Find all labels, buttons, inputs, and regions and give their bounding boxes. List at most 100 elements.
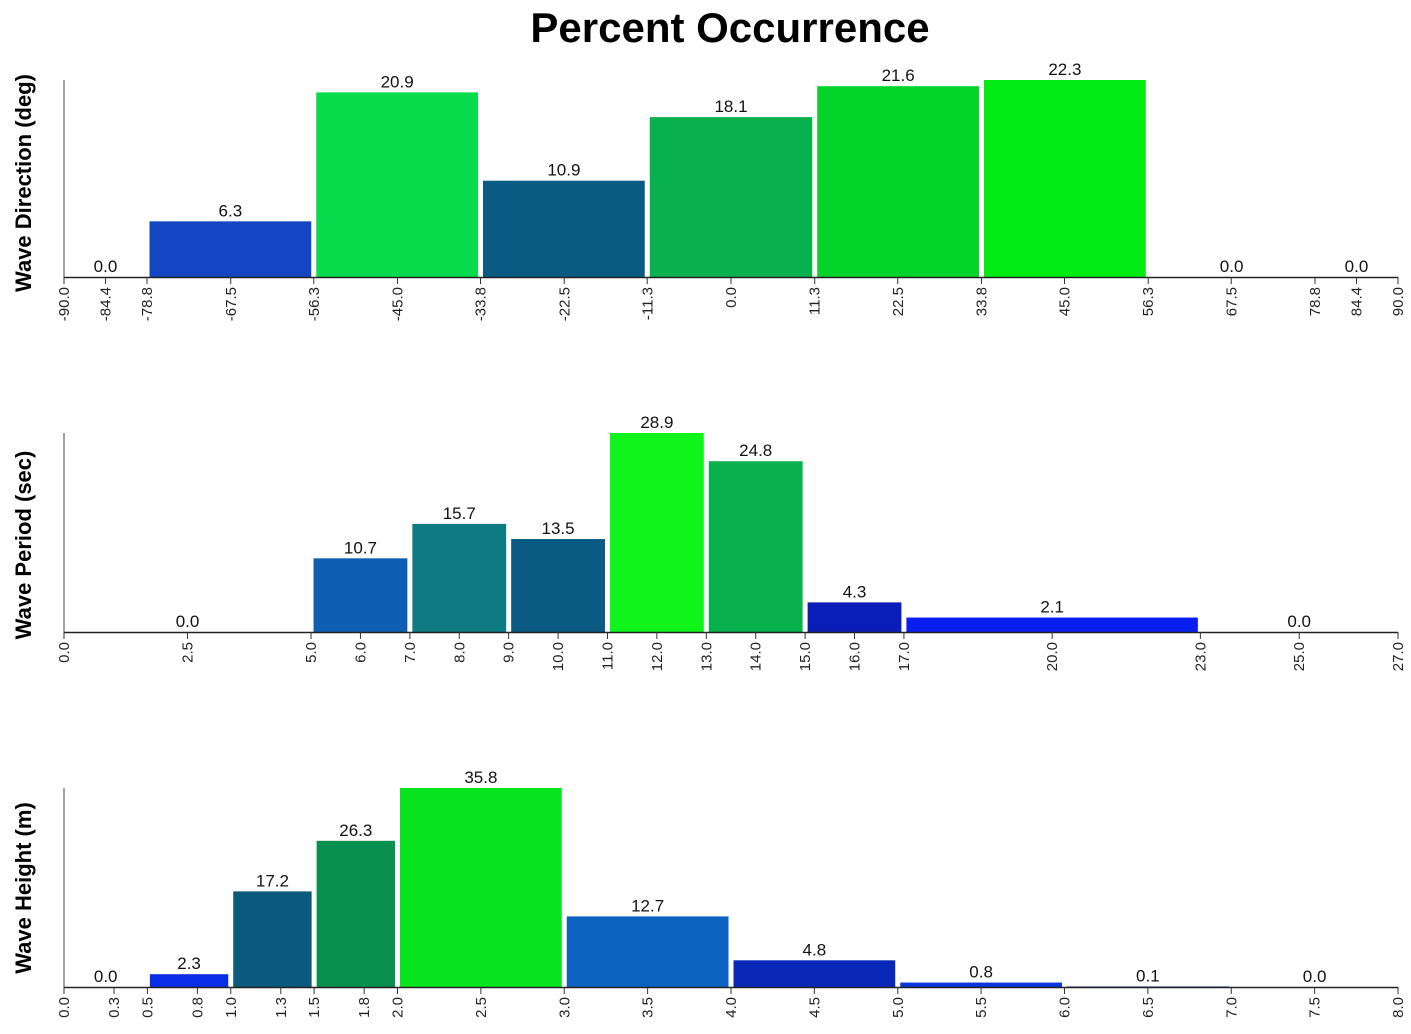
x-tick-label: 0.3 [106, 997, 123, 1018]
histogram-bar [233, 891, 312, 987]
x-tick-label: 10.0 [550, 642, 567, 671]
bar-value-label: 4.8 [803, 940, 827, 959]
x-tick-label: -33.8 [473, 287, 490, 321]
x-tick-label: 78.8 [1307, 287, 1324, 316]
x-tick-label: -90.0 [56, 287, 73, 321]
x-tick-label: 1.5 [306, 997, 323, 1018]
x-tick-label: 1.0 [223, 997, 240, 1018]
y-axis-label: Wave Height (m) [11, 802, 36, 974]
x-tick-label: 7.0 [402, 642, 419, 663]
x-tick-label: -78.8 [139, 287, 156, 321]
bar-value-label: 0.0 [1287, 612, 1311, 631]
bar-value-label: 26.3 [339, 821, 372, 840]
x-tick-label: 3.5 [640, 997, 657, 1018]
histogram-bar [316, 840, 395, 987]
histogram-bar [983, 80, 1146, 277]
x-tick-label: 16.0 [847, 642, 864, 671]
bar-value-label: 10.7 [344, 538, 377, 557]
x-tick-label: 14.0 [748, 642, 765, 671]
x-tick-label: 8.0 [451, 642, 468, 663]
x-tick-label: 33.8 [973, 287, 990, 316]
x-tick-label: 7.0 [1223, 997, 1240, 1018]
bar-value-label: 2.1 [1040, 598, 1064, 617]
histogram-bar [609, 433, 704, 632]
x-tick-label: 1.8 [356, 997, 373, 1018]
x-tick-label: -67.5 [223, 287, 240, 321]
x-tick-label: 2.5 [473, 997, 490, 1018]
bar-value-label: 0.0 [94, 967, 118, 986]
x-tick-label: 27.0 [1390, 642, 1407, 671]
x-tick-label: 4.5 [806, 997, 823, 1018]
histogram-bar [906, 617, 1198, 632]
x-tick-label: 5.5 [973, 997, 990, 1018]
bar-value-label: 17.2 [256, 871, 289, 890]
histogram-bar [511, 539, 605, 632]
x-tick-label: 90.0 [1390, 287, 1407, 316]
x-tick-label: 11.0 [599, 642, 616, 670]
x-tick-label: -45.0 [390, 287, 407, 321]
x-tick-label: -84.4 [98, 287, 115, 321]
bar-value-label: 10.9 [547, 161, 580, 180]
x-tick-label: 12.0 [649, 642, 666, 671]
x-tick-label: 13.0 [698, 642, 715, 671]
x-tick-label: 11.3 [807, 287, 824, 315]
histogram-bar [733, 960, 896, 987]
bar-value-label: 18.1 [714, 97, 747, 116]
bar-value-label: 2.3 [177, 954, 201, 973]
histogram-bar [817, 86, 979, 277]
x-tick-label: 7.5 [1307, 997, 1324, 1018]
bar-value-label: 0.0 [176, 612, 200, 631]
histogram-bar [149, 974, 229, 987]
bar-value-label: 0.0 [94, 257, 118, 276]
x-tick-label: 0.0 [723, 287, 740, 308]
x-tick-label: 4.0 [723, 997, 740, 1018]
histogram-bar [807, 602, 902, 632]
x-tick-label: 3.0 [556, 997, 573, 1018]
x-tick-label: 23.0 [1192, 642, 1209, 671]
x-tick-label: 0.8 [189, 997, 206, 1018]
x-tick-label: 0.0 [56, 997, 73, 1018]
x-tick-label: 56.3 [1140, 287, 1157, 316]
bar-value-label: 13.5 [542, 519, 575, 538]
x-tick-label: 5.0 [890, 997, 907, 1018]
x-tick-label: 15.0 [797, 642, 814, 671]
x-tick-label: -11.3 [639, 287, 656, 320]
x-tick-label: 9.0 [501, 642, 518, 663]
bar-value-label: 20.9 [381, 72, 414, 91]
x-tick-label: 5.0 [303, 642, 320, 663]
x-tick-label: 6.0 [1057, 997, 1074, 1018]
histogram-bar [316, 92, 479, 278]
x-tick-label: 20.0 [1044, 642, 1061, 671]
chart-title: Percent Occurrence [530, 4, 930, 51]
x-tick-label: 2.5 [180, 642, 197, 663]
bar-value-label: 22.3 [1048, 60, 1081, 79]
x-tick-label: 8.0 [1390, 997, 1407, 1018]
histogram-bar [313, 558, 408, 632]
histogram-bar [900, 982, 1062, 987]
bar-value-label: 35.8 [464, 768, 497, 787]
bar-value-label: 0.0 [1345, 257, 1369, 276]
bar-value-label: 12.7 [631, 896, 664, 915]
bar-value-label: 0.0 [1303, 967, 1327, 986]
histogram-bar [566, 916, 729, 987]
bar-value-label: 21.6 [882, 66, 915, 85]
x-tick-label: 6.0 [352, 642, 369, 663]
histogram-bar [400, 788, 562, 987]
bar-value-label: 0.0 [1220, 257, 1244, 276]
bar-value-label: 0.1 [1136, 966, 1160, 985]
x-tick-label: 0.0 [56, 642, 73, 663]
histogram-bar [649, 117, 813, 277]
bar-value-label: 0.8 [969, 963, 993, 982]
y-axis-label: Wave Period (sec) [11, 451, 36, 640]
x-tick-label: 67.5 [1223, 287, 1240, 316]
x-tick-label: 84.4 [1348, 287, 1365, 316]
histogram-bar [1067, 986, 1229, 987]
x-tick-label: 45.0 [1057, 287, 1074, 316]
histogram-bar [149, 221, 312, 277]
x-tick-label: 25.0 [1291, 642, 1308, 671]
bar-value-label: 24.8 [739, 441, 772, 460]
y-axis-label: Wave Direction (deg) [11, 74, 36, 292]
bar-value-label: 15.7 [443, 504, 476, 523]
x-tick-label: 1.3 [273, 997, 290, 1018]
